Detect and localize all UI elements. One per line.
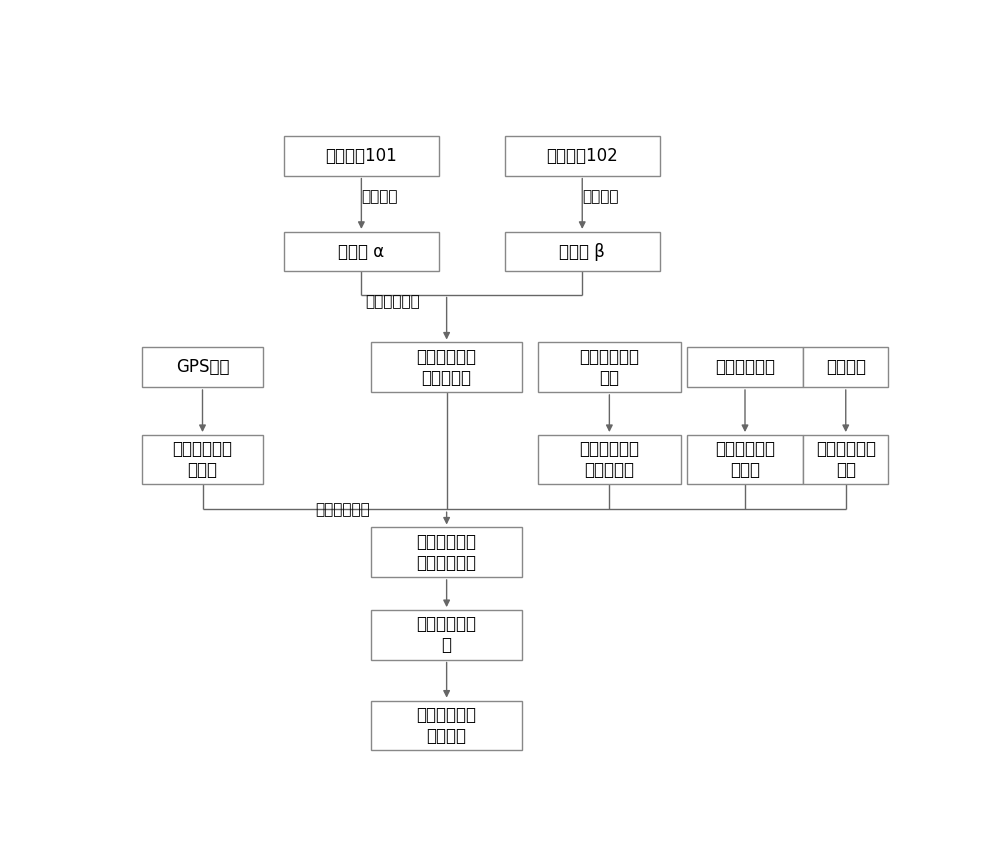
FancyBboxPatch shape [371,610,522,660]
Text: 探测线圈101: 探测线圈101 [326,147,397,165]
FancyBboxPatch shape [142,435,263,485]
Text: 定向角 β: 定向角 β [559,243,605,261]
Text: 旋转扫描: 旋转扫描 [361,190,398,204]
Text: 空间交汇算法: 空间交汇算法 [365,293,420,309]
FancyBboxPatch shape [803,435,888,485]
FancyBboxPatch shape [538,342,681,392]
FancyBboxPatch shape [687,435,803,485]
Text: 定向角 α: 定向角 α [338,243,384,261]
Text: 探测平台的经
纬坐标: 探测平台的经 纬坐标 [173,440,232,479]
FancyBboxPatch shape [142,347,263,387]
FancyBboxPatch shape [284,232,439,271]
Text: 电缆的经纬坐
标和相对海拔: 电缆的经纬坐 标和相对海拔 [417,533,477,571]
Text: 电子罗盘: 电子罗盘 [826,359,866,376]
Text: 旋转扫描: 旋转扫描 [582,190,619,204]
Text: 探测平台的三
维空间姿态: 探测平台的三 维空间姿态 [579,440,639,479]
Text: 数据保存和显
示: 数据保存和显 示 [417,615,477,654]
Text: 电缆相对探测
平台的坐标: 电缆相对探测 平台的坐标 [417,347,477,387]
FancyBboxPatch shape [505,232,660,271]
FancyBboxPatch shape [505,136,660,176]
FancyBboxPatch shape [371,700,522,750]
Text: 双轴倾角测量
模块: 双轴倾角测量 模块 [579,347,639,387]
Text: 探测线圈102: 探测线圈102 [546,147,618,165]
FancyBboxPatch shape [687,347,803,387]
FancyBboxPatch shape [371,528,522,577]
Text: GPS模块: GPS模块 [176,359,229,376]
Text: 探测平台的方
位角: 探测平台的方 位角 [816,440,876,479]
Text: 坐标转换算法: 坐标转换算法 [315,502,370,517]
FancyBboxPatch shape [371,342,522,392]
FancyBboxPatch shape [803,347,888,387]
Text: 探测平台的海
拔高度: 探测平台的海 拔高度 [715,440,775,479]
Text: 下一探测点的
坐标预测: 下一探测点的 坐标预测 [417,706,477,745]
FancyBboxPatch shape [284,136,439,176]
Text: 气压测量模块: 气压测量模块 [715,359,775,376]
FancyBboxPatch shape [538,435,681,485]
